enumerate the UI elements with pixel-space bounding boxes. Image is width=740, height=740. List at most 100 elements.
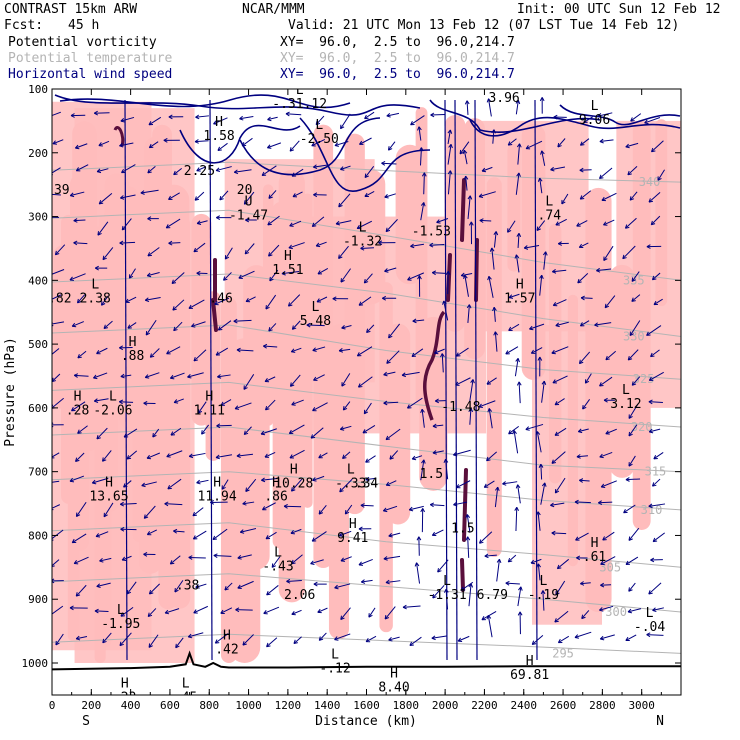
wind-vector: [235, 609, 253, 611]
wind-vector: [291, 399, 304, 406]
wind-vector: [317, 607, 328, 613]
wind-vector-head: [648, 198, 654, 203]
wind-vector: [602, 531, 615, 541]
wind-vector-head: [402, 604, 407, 610]
wind-vector-head: [650, 220, 656, 226]
pv-extremum-value: -1.31: [428, 588, 467, 603]
wind-vector: [120, 194, 136, 199]
wind-vector-head: [382, 507, 388, 513]
pv-extremum-marker: H: [349, 517, 357, 532]
wind-vector: [224, 247, 233, 260]
wind-vector: [71, 533, 87, 544]
x-tick-label: 3000: [628, 699, 655, 712]
wind-vector: [430, 114, 446, 116]
wind-vector-head: [243, 385, 248, 390]
y-tick-label: 400: [28, 274, 48, 287]
wind-vector-head: [575, 536, 580, 541]
wind-vector-head: [344, 510, 350, 515]
wind-vector-head: [625, 477, 630, 482]
pv-extremum-value: .82: [48, 292, 71, 307]
wind-vector: [657, 169, 665, 181]
terrain-layer: [52, 650, 681, 671]
wind-vector: [94, 610, 109, 613]
wind-vector: [622, 245, 636, 260]
wind-vector: [577, 272, 589, 284]
wind-vector-head: [574, 499, 579, 505]
wind-vector-head: [382, 295, 387, 301]
wind-vector-head: [516, 143, 522, 148]
wind-vector: [340, 425, 352, 430]
wind-vector-head: [484, 553, 489, 559]
wind-vector: [342, 451, 351, 459]
wind-vector: [52, 480, 60, 483]
wind-vector-head: [119, 345, 124, 351]
wind-vector-head: [550, 502, 555, 508]
wind-vector: [52, 452, 60, 458]
wind-vector: [340, 165, 351, 170]
wind-vector-head: [342, 406, 348, 411]
theta-contour-label: 325: [633, 372, 655, 386]
pv-extremum-value: 13.65: [89, 489, 128, 504]
wind-vector-head: [196, 479, 201, 485]
x-axis-title: Distance (km): [315, 714, 417, 729]
wind-vector-head: [505, 350, 510, 355]
wind-vector: [263, 606, 280, 614]
wind-vector: [554, 398, 565, 406]
wind-vector-head: [541, 380, 547, 385]
wind-vector: [625, 142, 639, 148]
pv-extremum-marker: H: [591, 536, 599, 551]
wind-vector-head: [517, 611, 523, 616]
wind-vector-head: [263, 343, 268, 349]
wind-vector-head: [233, 318, 238, 324]
wind-vector: [170, 427, 182, 436]
wind-vector-head: [214, 300, 219, 306]
x-tick-label: 200: [81, 699, 101, 712]
wind-vector: [265, 399, 276, 411]
init-time: Init: 00 UTC Sun 12 Feb 12: [517, 2, 721, 17]
wind-vector-head: [148, 590, 154, 595]
wind-vector: [493, 307, 496, 322]
wind-vector: [466, 100, 469, 115]
wind-vector-head: [551, 459, 556, 464]
pv-extremum-value: 1.57: [504, 292, 535, 307]
wind-vector: [627, 608, 642, 613]
theta-contour-label: 305: [599, 560, 621, 574]
wind-vector: [383, 401, 399, 404]
wind-vector: [368, 607, 376, 618]
wind-vector: [496, 559, 500, 582]
wind-vector: [101, 295, 109, 306]
wind-vector: [630, 113, 642, 122]
wind-vector-head: [268, 194, 273, 199]
wind-vector: [479, 531, 493, 544]
wind-vector-head: [538, 463, 544, 468]
wind-vector-head: [97, 231, 102, 236]
wind-vector: [578, 428, 589, 433]
wind-vector: [214, 297, 230, 305]
wind-vector-head: [431, 635, 436, 641]
wind-vector-head: [651, 275, 657, 281]
pv-high-contour: [211, 298, 218, 332]
wind-vector-head: [387, 146, 393, 151]
wind-vector-head: [514, 506, 520, 512]
wind-vector: [466, 514, 471, 533]
pv-extremum-marker: L: [182, 676, 190, 691]
wind-vector: [651, 140, 664, 153]
wind-vector-head: [146, 454, 152, 460]
wind-vector: [541, 150, 546, 166]
wind-vector: [197, 401, 207, 414]
wind-vector: [292, 191, 303, 198]
wind-vector-head: [358, 301, 364, 306]
wind-vector: [468, 583, 472, 607]
wind-vector-head: [196, 270, 201, 276]
wind-vector: [290, 528, 302, 534]
wind-vector: [364, 165, 375, 178]
wind-vector-head: [291, 172, 297, 177]
wind-vector-head: [555, 322, 560, 328]
pv-extremum-marker: L: [347, 463, 355, 478]
wind-vector: [420, 459, 425, 481]
wind-vector-head: [152, 433, 157, 438]
wind-vector-head: [579, 141, 585, 146]
theta-contour: [52, 324, 681, 380]
wind-vector-head: [289, 222, 294, 227]
wind-vector-head: [502, 481, 507, 486]
